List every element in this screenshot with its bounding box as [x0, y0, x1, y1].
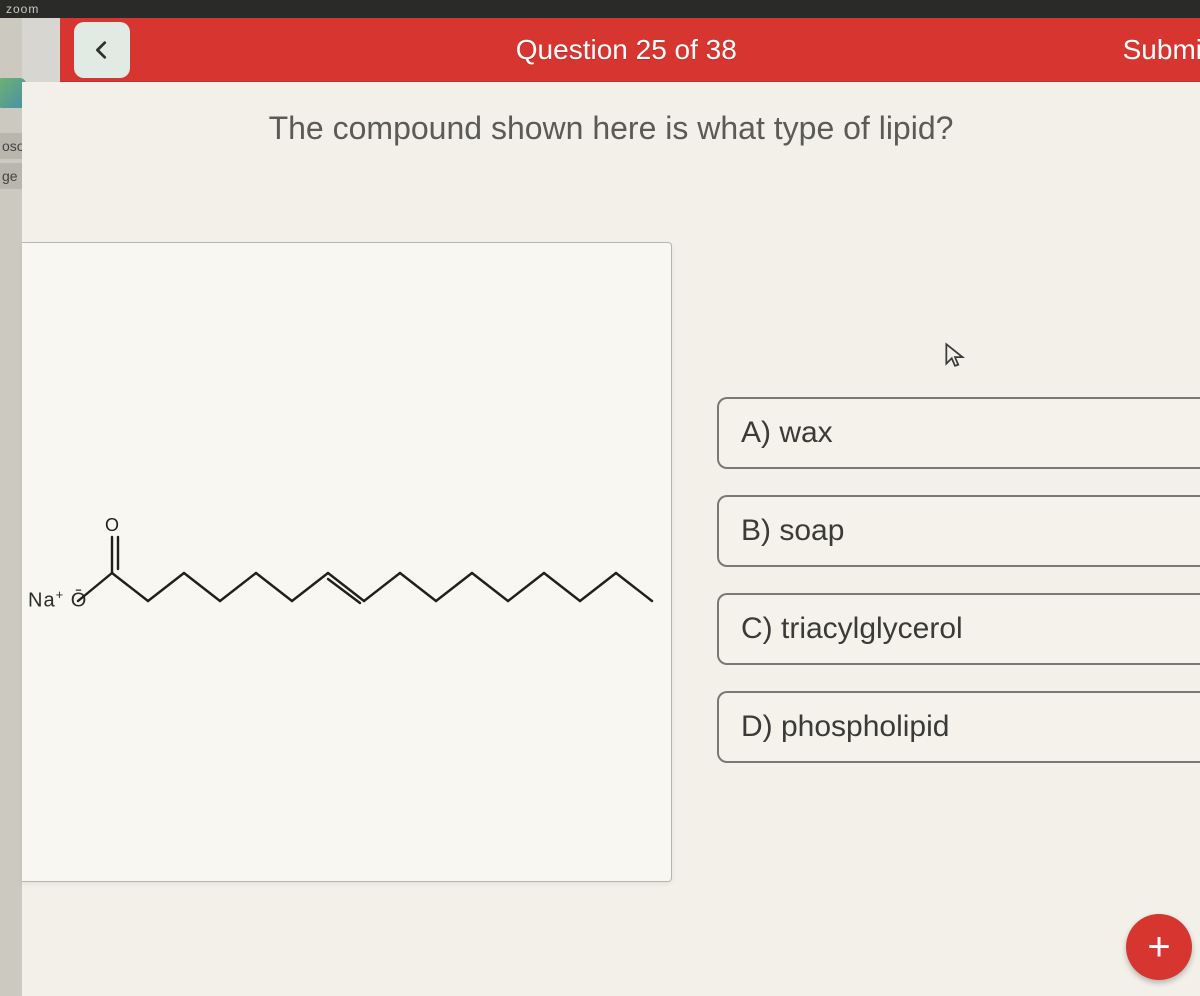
atom-o-label: O	[105, 515, 119, 535]
structure-panel: Na+ Ō O	[22, 242, 672, 882]
zoom-label: zoom	[0, 0, 45, 18]
cursor-icon	[942, 342, 968, 368]
browser-chrome-strip: zoom	[0, 0, 1200, 18]
add-fab-button[interactable]: +	[1126, 914, 1192, 980]
answer-list: A) wax B) soap C) triacylglycerol D) pho…	[717, 397, 1200, 763]
left-tab-fragment-b: ge	[0, 163, 22, 189]
answer-option-a[interactable]: A) wax	[717, 397, 1200, 469]
plus-icon: +	[1147, 925, 1170, 970]
content-area: The compound shown here is what type of …	[22, 82, 1200, 996]
left-edge-strip: oso ge	[0, 18, 22, 996]
chevron-left-icon	[91, 39, 113, 61]
back-button[interactable]	[74, 22, 130, 78]
left-tab-fragment-a: oso	[0, 133, 22, 159]
answer-label: A) wax	[741, 416, 833, 450]
question-header-bar: Question 25 of 38 Submi	[60, 18, 1200, 82]
answer-label: D) phospholipid	[741, 710, 949, 744]
answer-option-b[interactable]: B) soap	[717, 495, 1200, 567]
molecule-structure: O	[72, 513, 662, 663]
answer-option-c[interactable]: C) triacylglycerol	[717, 593, 1200, 665]
submit-button[interactable]: Submi	[1123, 34, 1200, 66]
answer-label: B) soap	[741, 514, 844, 548]
answer-label: C) triacylglycerol	[741, 612, 963, 646]
question-prompt: The compound shown here is what type of …	[22, 82, 1200, 157]
answer-option-d[interactable]: D) phospholipid	[717, 691, 1200, 763]
question-counter: Question 25 of 38	[130, 34, 1123, 66]
